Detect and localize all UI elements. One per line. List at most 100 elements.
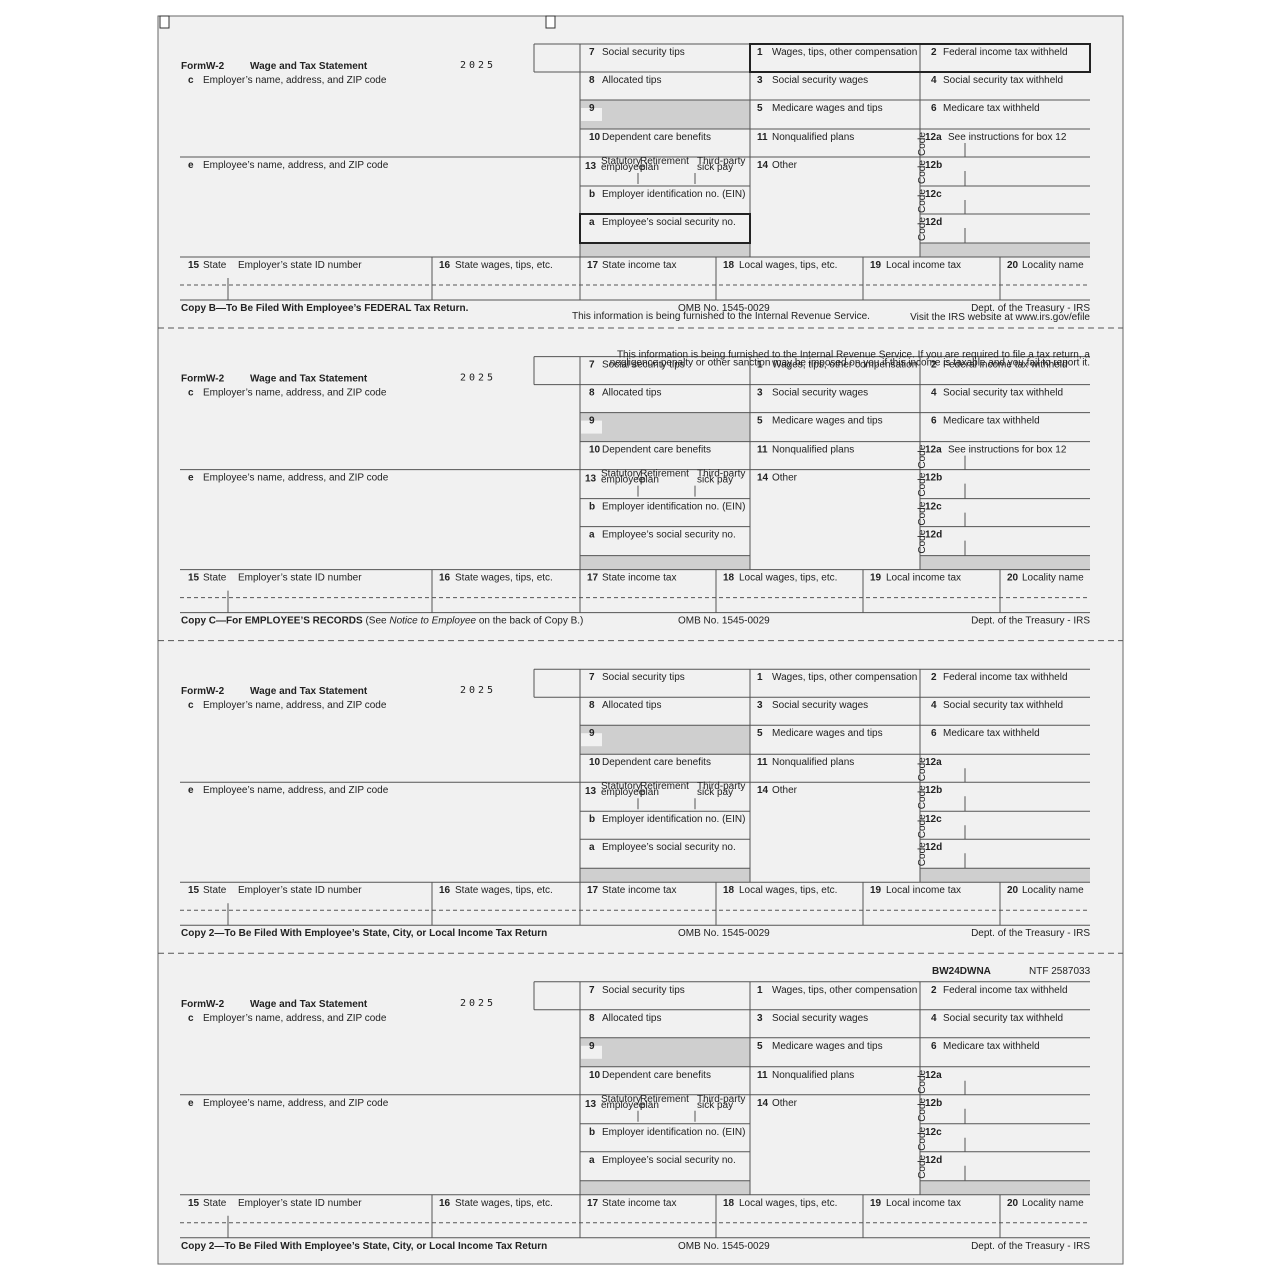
- box-number: 12c: [925, 189, 942, 200]
- box-label: Employer’s state ID number: [238, 1198, 362, 1209]
- box-label: Locality name: [1022, 885, 1084, 896]
- box-label: Employer identification no. (EIN): [602, 814, 745, 825]
- box-number: 4: [931, 388, 937, 399]
- box-label: Social security tips: [602, 360, 685, 371]
- box-label: Other: [772, 1098, 798, 1109]
- box-label: Wages, tips, other compensation: [772, 985, 917, 996]
- box-number: 3: [757, 75, 763, 86]
- box-label: Employee’s social security no.: [602, 530, 736, 541]
- box-number: 12d: [925, 530, 942, 541]
- code-label: Code: [917, 757, 928, 781]
- box-label: Social security wages: [772, 1013, 868, 1024]
- box-number: 7: [589, 985, 595, 996]
- form-word: Form: [181, 686, 206, 697]
- product-code: BW24DWNA: [932, 966, 991, 977]
- box-label: Dependent care benefits: [602, 1070, 711, 1081]
- form-word: Form: [181, 999, 206, 1010]
- box-label: Local income tax: [886, 885, 961, 896]
- label-line: Statutory: [601, 156, 644, 167]
- code-label: Code: [917, 160, 928, 184]
- checkbox-label: Statutory employee: [601, 469, 645, 486]
- box-number: 14: [757, 1098, 769, 1109]
- code-label: Code: [917, 1154, 928, 1178]
- form-year: 2025: [460, 60, 496, 71]
- box9-tag: [581, 1045, 602, 1059]
- box-number: 20: [1007, 885, 1019, 896]
- checkbox-label: Third-party sick pay: [697, 469, 748, 486]
- box-number: 12c: [925, 502, 942, 513]
- box-number: 12c: [925, 814, 942, 825]
- box-number: 5: [757, 416, 763, 427]
- copy-text-part: (See: [363, 616, 390, 627]
- box-label: State income tax: [602, 260, 676, 271]
- box-number: 18: [723, 885, 735, 896]
- shaded-strip: [920, 555, 1090, 570]
- shaded-strip: [580, 243, 750, 257]
- box-label: Local income tax: [886, 573, 961, 584]
- label-line: employee: [601, 787, 645, 798]
- box-label: Employee’s social security no.: [602, 217, 736, 228]
- omb-number: OMB No. 1545-0029: [678, 303, 770, 314]
- box-number: 12d: [925, 842, 942, 853]
- box-number: 2: [931, 985, 937, 996]
- label-line: employee: [601, 475, 645, 486]
- box-label: Local wages, tips, etc.: [739, 573, 837, 584]
- box9-tag: [581, 733, 602, 747]
- code-label: Code: [917, 785, 928, 809]
- box-label: State wages, tips, etc.: [455, 573, 553, 584]
- box-number: c: [188, 75, 194, 86]
- highlight-box: [749, 43, 1091, 73]
- checkbox-label: Retirement plan: [640, 781, 692, 798]
- box-number: 6: [931, 103, 937, 114]
- box-number: 10: [589, 1070, 601, 1081]
- box-label: Local income tax: [886, 260, 961, 271]
- form-title: Wage and Tax Statement: [250, 999, 368, 1010]
- box-number: 15: [188, 260, 200, 271]
- box-label: Dependent care benefits: [602, 445, 711, 456]
- form-title: Wage and Tax Statement: [250, 61, 368, 72]
- box-label: Employer’s state ID number: [238, 260, 362, 271]
- box-label: Medicare tax withheld: [943, 416, 1040, 427]
- box-label: State income tax: [602, 1198, 676, 1209]
- form-year: 2025: [460, 373, 496, 384]
- shaded-strip: [920, 1180, 1090, 1195]
- box-number: 15: [188, 1198, 200, 1209]
- penalty-notice: negligence penalty or other sanction may…: [610, 358, 1090, 369]
- box-label: Other: [772, 160, 798, 171]
- box-number: 14: [757, 785, 769, 796]
- box-label: Social security wages: [772, 75, 868, 86]
- box-number: 18: [723, 1198, 735, 1209]
- box-number: 12a: [925, 132, 942, 143]
- box-number: 16: [439, 573, 451, 584]
- box-label: Local wages, tips, etc.: [739, 1198, 837, 1209]
- box-label: State: [203, 260, 227, 271]
- box-number: 6: [931, 1041, 937, 1052]
- box-number: 20: [1007, 260, 1019, 271]
- checkbox-label: Statutory employee: [601, 1094, 645, 1111]
- box-number: 13: [585, 474, 597, 485]
- box-number: 16: [439, 885, 451, 896]
- box-number: c: [188, 700, 194, 711]
- box9-tag: [581, 108, 602, 121]
- code-label: Code: [917, 814, 928, 838]
- box-label: Social security tips: [602, 672, 685, 683]
- copy-text-part: on the back of Copy B.): [476, 616, 583, 627]
- irs-site: Visit the IRS website at www.irs.gov/efi…: [910, 312, 1090, 323]
- box-label: Allocated tips: [602, 700, 661, 711]
- box-number: 19: [870, 573, 882, 584]
- label-line: Statutory: [601, 469, 644, 480]
- box-label: Locality name: [1022, 260, 1084, 271]
- box-number: c: [188, 1013, 194, 1024]
- box-number: e: [188, 785, 194, 796]
- box-number: 8: [589, 1013, 595, 1024]
- furnished-note: This information is being furnished to t…: [572, 311, 870, 322]
- shaded-box: [580, 100, 750, 129]
- box-label: Social security tax withheld: [943, 388, 1063, 399]
- copy-designation: Copy C—For EMPLOYEE’S RECORDS (See Notic…: [181, 616, 583, 627]
- box-number: 13: [585, 1099, 597, 1110]
- form-year: 2025: [460, 685, 496, 696]
- copy-text-part: Copy 2—To Be Filed With Employee’s State…: [181, 928, 547, 939]
- box-label: Employee’s name, address, and ZIP code: [203, 160, 389, 171]
- form-id: W-2: [206, 686, 225, 697]
- box-label: Nonqualified plans: [772, 757, 854, 768]
